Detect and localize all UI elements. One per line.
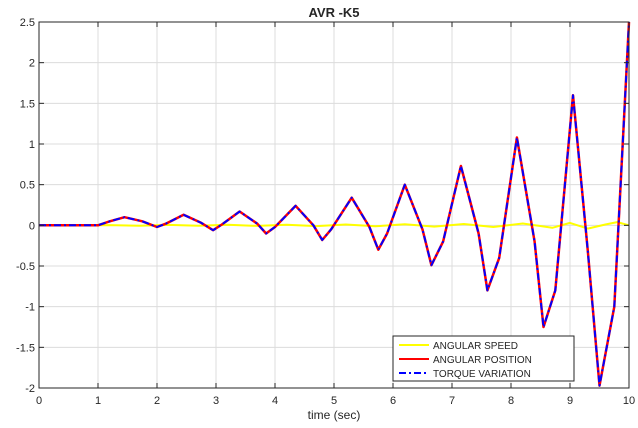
x-tick-label: 7 [449,395,455,407]
x-tick-label: 5 [331,395,337,407]
x-tick-label: 8 [508,395,514,407]
x-tick-label: 9 [567,395,573,407]
y-tick-label: -0.5 [16,261,35,273]
y-tick-label: 1.5 [20,98,35,110]
legend-label: ANGULAR POSITION [433,355,532,366]
y-tick-label: 2.5 [20,17,35,29]
x-tick-label: 1 [95,395,101,407]
y-tick-label: -2 [25,383,35,395]
y-tick-label: -1.5 [16,342,35,354]
y-tick-label: 0 [29,220,35,232]
x-tick-label: 10 [623,395,635,407]
x-tick-label: 0 [36,395,42,407]
y-tick-label: 0.5 [20,180,35,192]
x-tick-label: 3 [213,395,219,407]
legend-label: ANGULAR SPEED [433,341,518,352]
y-tick-label: -1 [25,302,35,314]
x-tick-label: 6 [390,395,396,407]
grid [38,21,630,389]
ticks: 0 1 2 3 4 5 6 7 8 9 10 -2 -1.5 -1 -0.5 0 0.5 1 1.5 2 2.5 [16,17,635,407]
y-tick-label: 1 [29,139,35,151]
legend: ANGULAR SPEED ANGULAR POSITION TORQUE VARI… [392,335,575,382]
x-tick-label: 2 [154,395,160,407]
x-tick-label: 4 [272,395,278,407]
series-line-torque-variation [39,21,630,387]
y-tick-label: 2 [29,58,35,70]
legend-label: TORQUE VARIATION [433,369,531,380]
series-group [39,21,631,387]
x-axis-label: time (sec) [308,408,361,422]
chart-title: AVR -K5 [308,5,359,20]
